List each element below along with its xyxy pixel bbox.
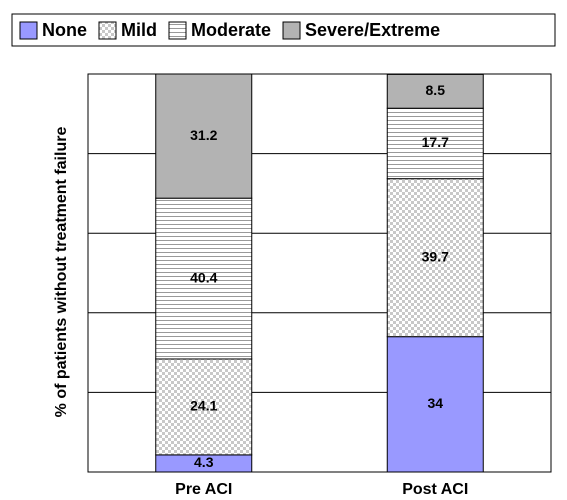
bar-segment — [386, 107, 484, 180]
x-tick-label: Pre ACI — [175, 481, 232, 498]
legend-swatch — [282, 21, 301, 40]
y-axis-label: % of patients without treatment failure — [53, 127, 70, 418]
data-label: 17.7 — [422, 134, 449, 150]
x-tick-label: Post ACI — [402, 481, 468, 498]
data-label: 8.5 — [426, 82, 446, 98]
legend-swatch — [19, 21, 38, 40]
bar-segment — [155, 73, 253, 199]
data-label: 31.2 — [190, 127, 217, 143]
legend-label: Moderate — [191, 20, 271, 40]
data-label: 34 — [427, 395, 443, 411]
legend-swatch — [168, 21, 187, 40]
data-label: 4.3 — [194, 454, 214, 470]
legend-label: Severe/Extreme — [305, 20, 440, 40]
data-label: 24.1 — [190, 398, 217, 414]
legend-label: None — [42, 20, 87, 40]
bar-segment — [386, 336, 484, 473]
bar-segment — [155, 197, 253, 360]
data-label: 39.7 — [422, 248, 449, 264]
legend: None Mild Moderate Severe/Extreme — [19, 20, 440, 40]
bar-segment — [155, 358, 253, 456]
bar-segment — [386, 73, 484, 109]
legend-label: Mild — [121, 20, 157, 40]
legend-swatch — [98, 21, 117, 40]
data-label: 40.4 — [190, 269, 217, 285]
